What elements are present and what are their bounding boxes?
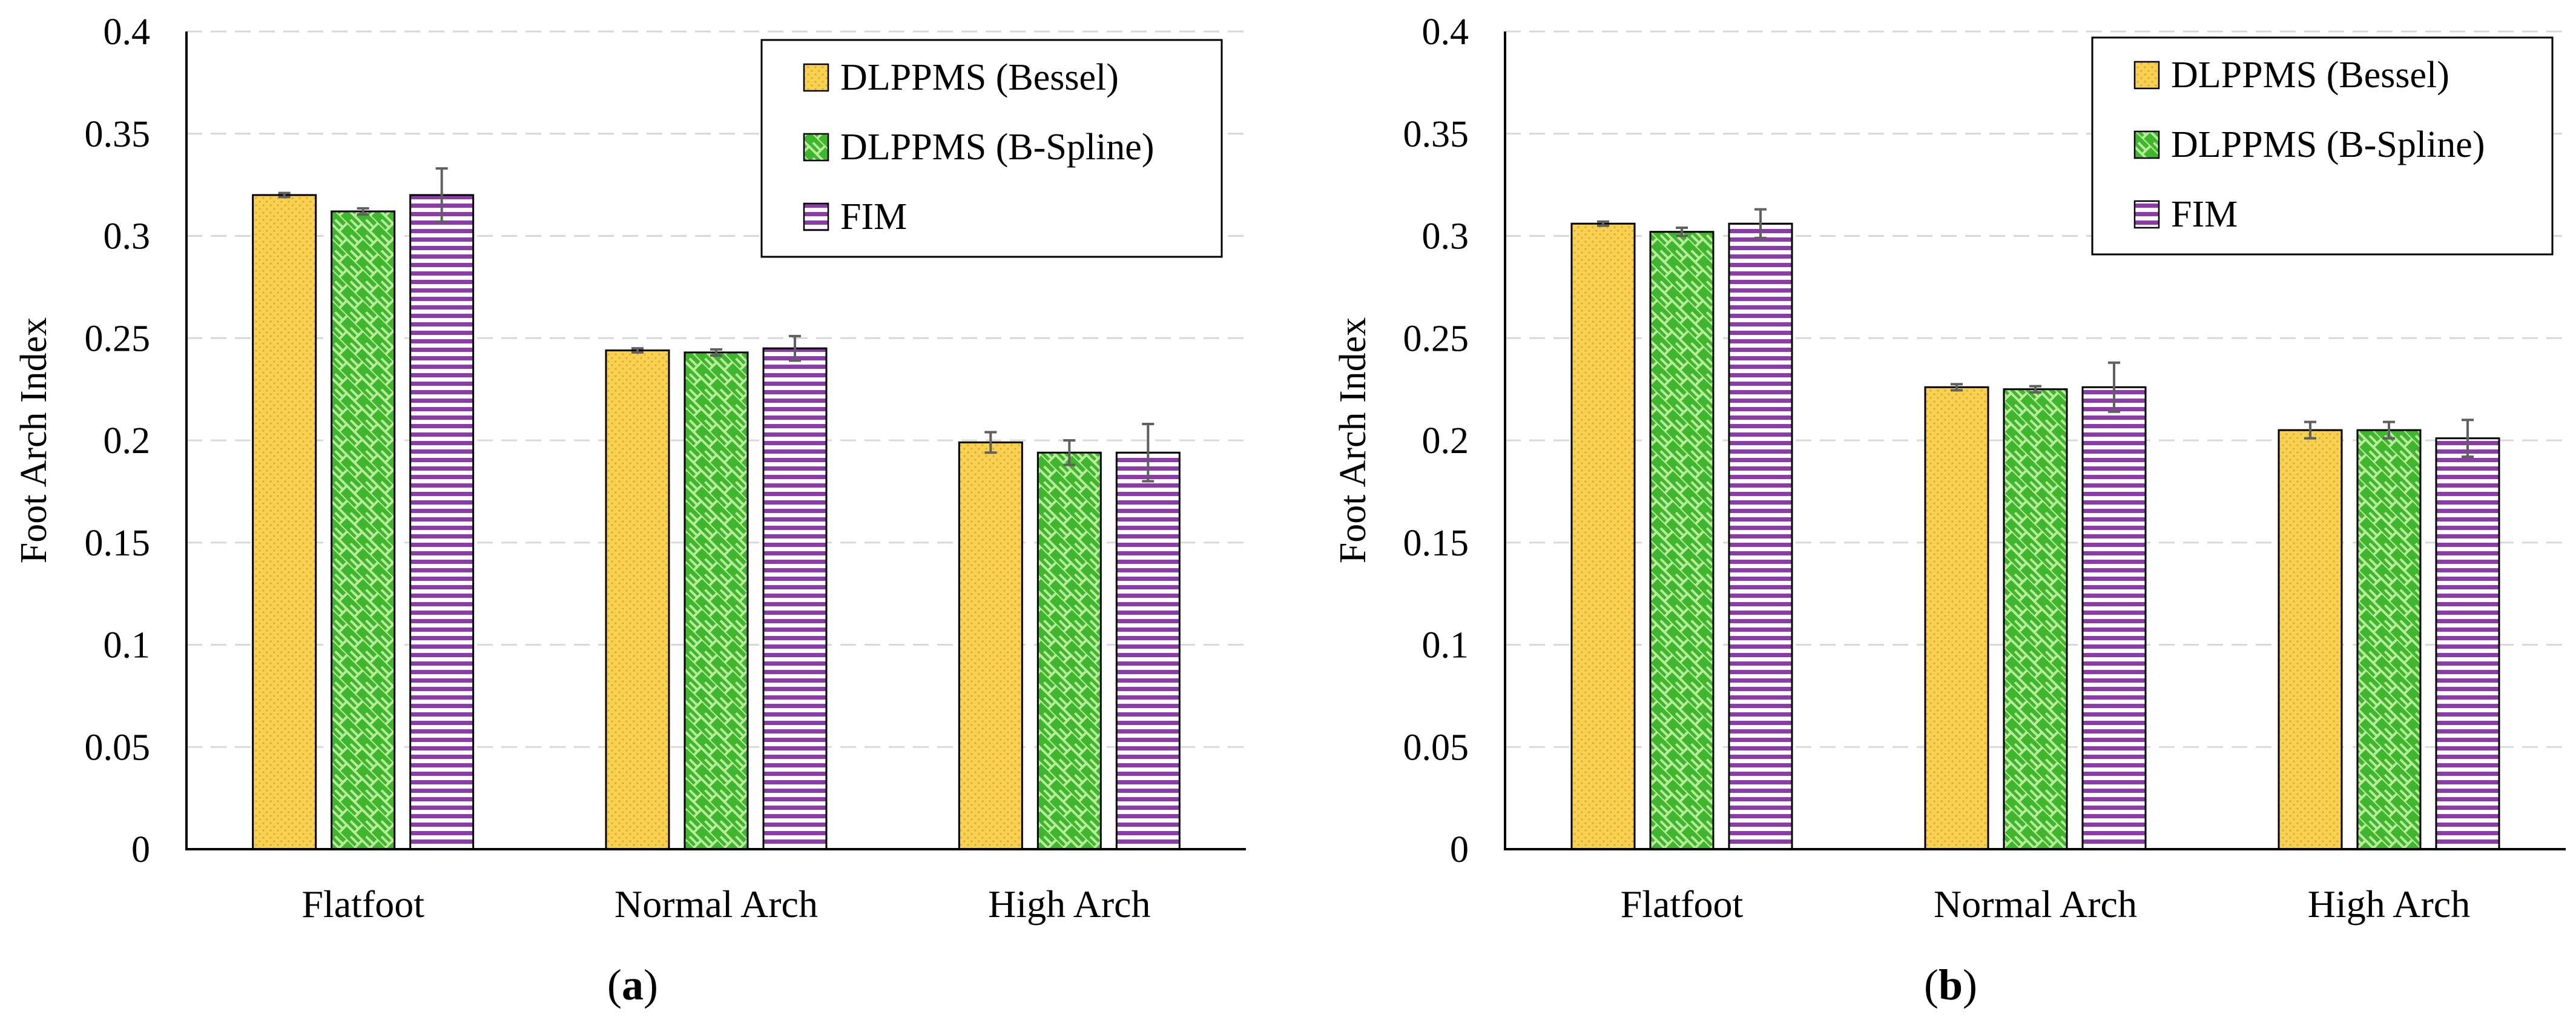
y-tick-label: 0.1 bbox=[1422, 625, 1469, 666]
legend-label: FIM bbox=[2171, 194, 2238, 235]
legend-label: FIM bbox=[840, 196, 907, 237]
y-tick-label: 0.05 bbox=[85, 727, 151, 768]
legend-swatch bbox=[2133, 200, 2160, 229]
bar bbox=[1924, 386, 1989, 850]
bar bbox=[2278, 429, 2343, 850]
y-tick-label: 0.15 bbox=[1403, 523, 1469, 564]
bar bbox=[252, 194, 317, 850]
y-tick-label: 0 bbox=[1450, 829, 1469, 870]
legend-box bbox=[760, 39, 1223, 258]
x-tick-label: High Arch bbox=[2308, 883, 2470, 926]
bar bbox=[1036, 451, 1102, 850]
y-tick-label: 0.15 bbox=[85, 523, 151, 564]
x-tick-label: High Arch bbox=[988, 883, 1150, 926]
legend-label: DLPPMS (B-Spline) bbox=[2171, 124, 2485, 165]
panel-label-letter: b bbox=[1939, 961, 1963, 1009]
bar bbox=[605, 349, 670, 850]
panel-label-close: ) bbox=[1963, 961, 1977, 1009]
y-tick-label: 0.2 bbox=[104, 420, 151, 462]
panel-label-open: ( bbox=[1924, 961, 1939, 1009]
y-tick-label: 0.35 bbox=[85, 114, 151, 155]
x-tick-label: Normal Arch bbox=[1934, 883, 2137, 926]
bar bbox=[1728, 222, 1793, 850]
legend-swatch bbox=[803, 63, 829, 92]
y-tick-label: 0.2 bbox=[1422, 420, 1469, 462]
bar bbox=[958, 441, 1023, 850]
y-axis-label: Foot Arch Index bbox=[13, 317, 54, 563]
y-tick-label: 0.1 bbox=[104, 625, 151, 666]
panel-label-close: ) bbox=[644, 961, 658, 1009]
x-tick-label: Flatfoot bbox=[1621, 883, 1744, 926]
legend-label: DLPPMS (Bessel) bbox=[840, 57, 1119, 98]
bar bbox=[409, 194, 475, 850]
legend-label: DLPPMS (Bessel) bbox=[2171, 55, 2449, 96]
chart-panel-b: 0 0.05 0.1 0.15 0.2 0.25 0.3 0.35 0.4 Flatfoot Nor… bbox=[1332, 12, 2566, 1009]
legend-swatch bbox=[803, 133, 829, 162]
legend-swatch bbox=[2133, 61, 2160, 90]
bar bbox=[2081, 386, 2147, 850]
y-tick-label: 0.35 bbox=[1403, 114, 1469, 155]
legend-box bbox=[2091, 36, 2554, 256]
y-tick-label: 0.4 bbox=[1422, 12, 1469, 53]
bar bbox=[2435, 437, 2500, 850]
legend-swatch bbox=[803, 202, 829, 231]
y-tick-label: 0.3 bbox=[104, 216, 151, 257]
panel-label: (a) bbox=[607, 961, 658, 1009]
y-tick-label: 0.4 bbox=[104, 12, 151, 53]
bar bbox=[331, 210, 396, 850]
legend-label: DLPPMS (B-Spline) bbox=[840, 127, 1154, 168]
y-axis-label: Foot Arch Index bbox=[1332, 317, 1374, 563]
legend-swatch bbox=[2133, 130, 2160, 159]
bar bbox=[2003, 388, 2068, 850]
bar bbox=[1115, 451, 1181, 850]
panel-label-open: ( bbox=[607, 961, 622, 1009]
x-tick-label: Flatfoot bbox=[301, 883, 424, 926]
panel-label: (b) bbox=[1924, 961, 1977, 1009]
panel-label-letter: a bbox=[622, 961, 644, 1009]
bar bbox=[2356, 429, 2422, 850]
chart-panel-a: 0 0.05 0.1 0.15 0.2 0.25 0.3 0.35 0.4 Flatfoot Nor… bbox=[13, 12, 1246, 1009]
y-tick-label: 0.25 bbox=[85, 318, 151, 359]
y-tick-label: 0.05 bbox=[1403, 727, 1469, 768]
bar bbox=[684, 351, 749, 850]
bar bbox=[1649, 231, 1715, 850]
y-tick-label: 0 bbox=[131, 829, 150, 870]
bar bbox=[1570, 222, 1636, 850]
y-tick-label: 0.25 bbox=[1403, 318, 1469, 359]
y-tick-label: 0.3 bbox=[1422, 216, 1469, 257]
bar bbox=[762, 347, 828, 850]
x-tick-label: Normal Arch bbox=[614, 883, 818, 926]
